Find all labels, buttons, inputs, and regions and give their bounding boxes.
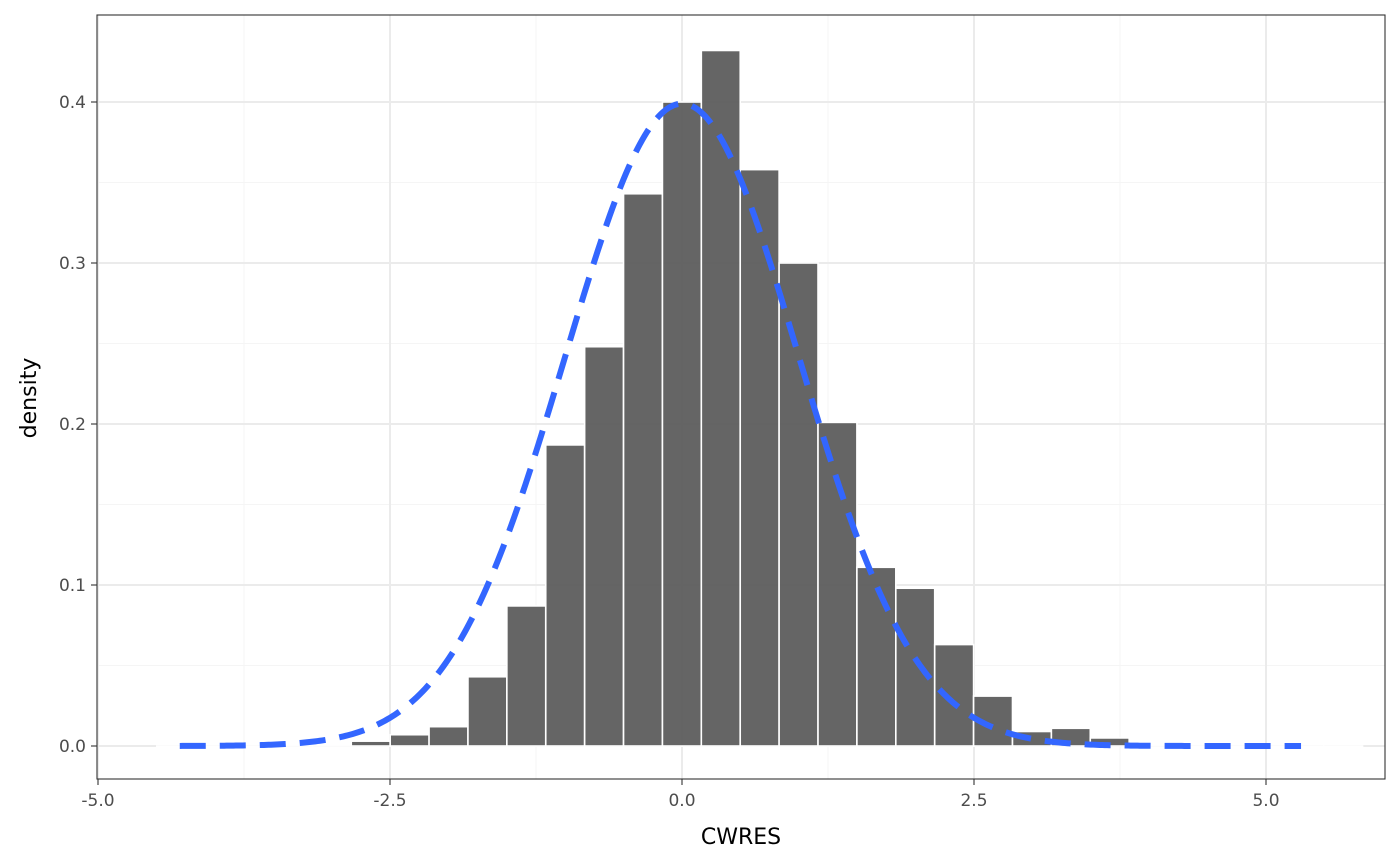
x-tick-label-1: -2.5 — [373, 791, 406, 811]
histogram-bar-17 — [817, 421, 858, 747]
y-tick-label-3: 0.3 — [59, 254, 86, 274]
x-tick-label-3: 2.5 — [960, 791, 987, 811]
histogram-bar-19 — [895, 587, 936, 747]
histogram-bar-11 — [583, 345, 625, 747]
histogram-bar-7 — [428, 725, 469, 747]
histogram-bar-6 — [389, 733, 430, 747]
histogram-bar-14 — [700, 49, 742, 747]
histogram-bar-8 — [467, 675, 508, 747]
histogram-bar-5 — [350, 740, 391, 747]
axes-layer: -5.0 -2.5 0.0 2.5 5.0 0.0 0.1 0.2 0.3 0.4 — [59, 93, 1280, 811]
histogram-bar-12 — [622, 192, 664, 747]
x-tick-label-4: 5.0 — [1252, 791, 1279, 811]
x-tick-label-2: 0.0 — [668, 791, 695, 811]
curve-layer — [179, 100, 1302, 749]
y-tick-label-1: 0.1 — [59, 576, 86, 596]
panel-border — [96, 14, 1386, 780]
histogram-bar-30 — [1322, 745, 1364, 748]
histogram-bar-16 — [778, 262, 819, 747]
histogram-bar-4 — [311, 743, 353, 747]
histogram-bar-21 — [972, 695, 1014, 747]
histogram-bar-18 — [856, 566, 897, 747]
histogram-bar-10 — [544, 444, 586, 747]
x-axis-title: CWRES — [701, 825, 781, 850]
y-tick-label-2: 0.2 — [59, 415, 86, 435]
histogram-bar-20 — [933, 643, 975, 747]
histogram-bar-9 — [506, 605, 547, 747]
histogram-bar-13 — [661, 101, 703, 747]
y-axis-title: density — [17, 358, 42, 439]
y-tick-label-0: 0.0 — [59, 737, 86, 757]
histogram-bar-15 — [739, 168, 780, 747]
y-tick-label-4: 0.4 — [59, 93, 86, 113]
x-tick-label-0: -5.0 — [81, 791, 114, 811]
normal-density-curve — [179, 100, 1302, 749]
